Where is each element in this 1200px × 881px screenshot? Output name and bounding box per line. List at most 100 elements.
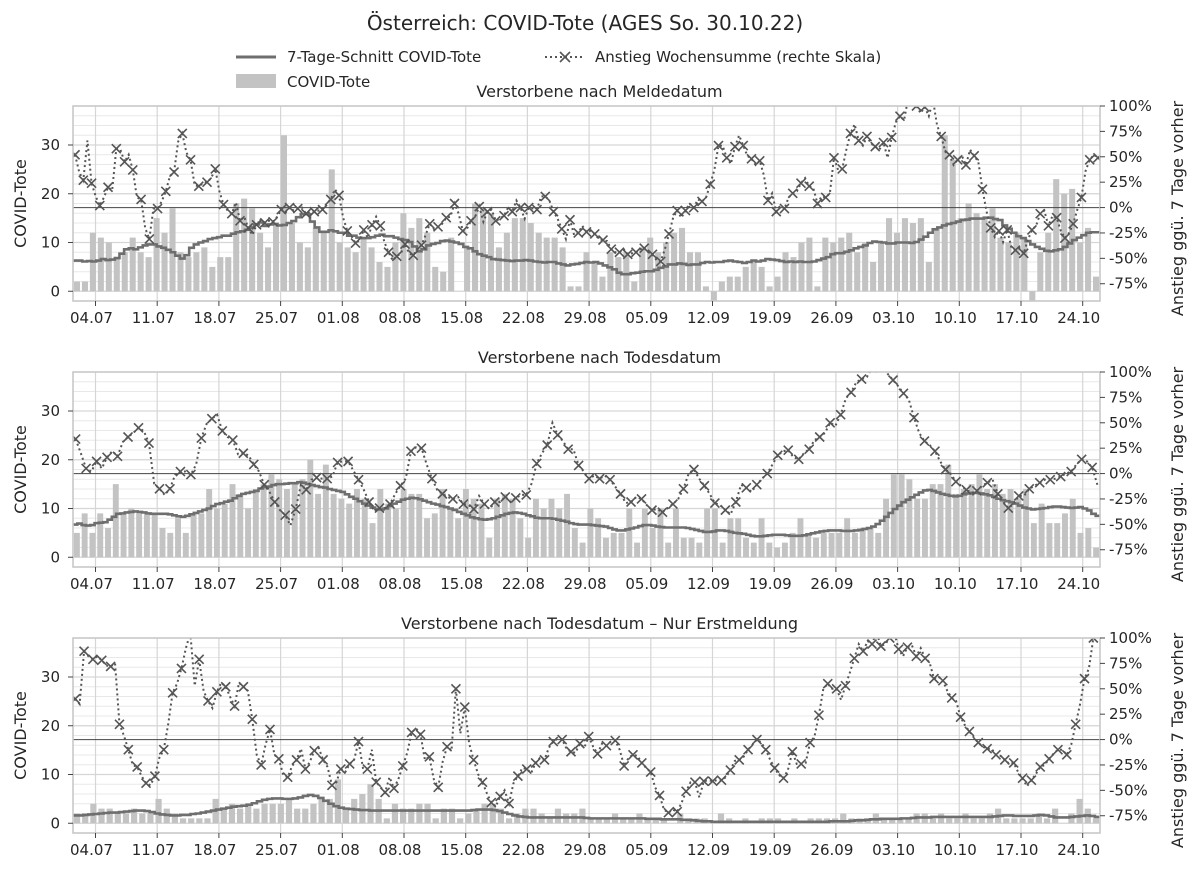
bar [105,528,111,558]
bar [854,252,861,292]
x-tick-label: 25.07 [255,575,298,593]
growth-marker [709,497,720,509]
y2-tick-label: -50% [1109,781,1148,799]
x-tick-label: 12.09 [687,575,730,593]
y-tick-label: 30 [41,136,60,154]
bar [81,513,88,558]
growth-marker [375,220,386,231]
y-tick-label: 20 [41,451,60,469]
bar [618,532,625,558]
growth-marker [512,771,523,782]
growth-marker [822,678,833,689]
legend-line-label: 7-Tage-Schnitt COVID-Tote [287,48,481,66]
growth-marker [291,754,302,765]
bar [432,818,439,824]
growth-marker [523,202,534,213]
bar [921,498,928,558]
bar [719,542,726,558]
growth-marker [751,479,762,490]
growth-marker [81,463,92,474]
bar [249,208,256,292]
growth-marker [795,178,807,189]
growth-marker [309,206,320,217]
bar [462,489,469,558]
y2-tick-label: -50% [1109,515,1148,533]
bar [965,203,972,292]
legend-marker-label: Anstieg Wochensumme (rechte Skala) [595,48,881,66]
x-tick-label: 15.08 [440,841,483,859]
growth-marker [950,476,961,487]
bar [106,808,113,824]
y-tick-label: 0 [50,282,60,300]
growth-marker [149,771,160,782]
bar [245,508,252,558]
bar [901,218,908,292]
bar [257,232,264,292]
x-tick-label: 03.10 [872,575,915,593]
bar [953,493,960,558]
growth-marker [961,484,972,495]
bar [546,818,553,824]
growth-marker [911,106,922,112]
growth-marker [1034,477,1045,488]
y-tick-label: 30 [41,668,60,686]
bar [137,252,144,292]
growth-marker [102,182,114,193]
growth-marker [194,654,205,665]
bar [602,537,609,558]
bar [296,242,303,292]
bar [1003,818,1010,824]
bar [265,247,272,292]
growth-marker [993,225,1005,236]
growth-marker [73,693,81,705]
bar [564,493,570,558]
growth-marker [796,758,807,770]
bar [579,808,586,824]
growth-marker [614,247,625,258]
bar [147,813,154,824]
growth-marker [450,683,461,694]
legend-bar-label: COVID-Tote [287,73,370,91]
growth-marker [779,203,790,214]
bar [717,813,725,824]
growth-marker [615,488,626,499]
growth-marker [583,731,594,742]
bar [131,808,138,824]
x-tick-label: 05.09 [625,841,668,859]
growth-marker [94,200,105,211]
bar [970,818,977,824]
bar [945,464,952,558]
bar [391,803,399,824]
bar [595,518,602,558]
bar [505,818,513,824]
growth-marker [875,641,886,652]
growth-marker [500,491,511,502]
bar [941,135,948,292]
bar [136,513,143,558]
bar [789,532,796,558]
legend-marker-cross [559,51,571,63]
growth-marker [548,736,559,747]
bar [447,508,454,558]
bar [556,508,563,558]
bar [862,242,869,292]
bar [225,257,232,292]
bar [1013,232,1020,292]
growth-marker [738,140,749,151]
bar [198,513,205,558]
growth-marker [301,484,312,495]
bar [782,252,789,292]
growth-marker [751,734,762,745]
growth-marker [982,477,993,488]
growth-marker [831,683,842,694]
x-tick-label: 26.09 [810,841,853,859]
x-tick-label: 04.07 [70,575,113,593]
bar [579,542,586,558]
bar [1046,523,1053,558]
growth-marker [584,473,595,484]
x-tick-label: 05.09 [625,309,668,327]
y2-tick-label: 50% [1109,680,1142,698]
growth-marker [730,496,741,508]
bar [276,479,283,558]
growth-marker [1013,490,1024,501]
